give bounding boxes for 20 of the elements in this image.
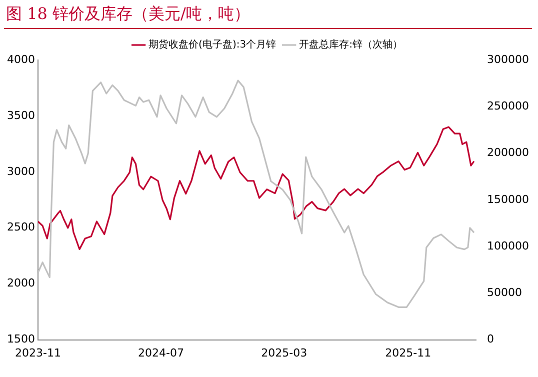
y2-tick-label: 300000 bbox=[487, 52, 530, 66]
chart-title: 图 18 锌价及库存（美元/吨，吨） bbox=[6, 4, 250, 25]
y2-tick-label: 50000 bbox=[487, 286, 522, 300]
y2-tick-label: 100000 bbox=[487, 239, 530, 252]
y-tick-label: 4000 bbox=[6, 52, 35, 66]
y-tick-label: 2500 bbox=[6, 220, 35, 234]
x-tick-label: 2025-03 bbox=[261, 346, 308, 360]
y2-tick-label: 250000 bbox=[487, 99, 530, 112]
legend-label: 期货收盘价(电子盘):3个月锌 bbox=[148, 38, 276, 51]
y-tick-label: 3000 bbox=[6, 164, 35, 178]
y2-tick-label: 0 bbox=[487, 332, 494, 346]
y-tick-label: 2000 bbox=[6, 276, 35, 290]
y-tick-label: 3500 bbox=[6, 108, 35, 122]
legend-label: 开盘总库存:锌（次轴） bbox=[299, 38, 402, 51]
y2-tick-label: 150000 bbox=[487, 192, 530, 206]
x-tick-label: 2023-11 bbox=[15, 346, 61, 360]
x-tick-label: 2025-11 bbox=[385, 346, 432, 360]
x-tick-label: 2024-07 bbox=[138, 346, 184, 360]
y2-tick-label: 200000 bbox=[487, 146, 530, 160]
y-tick-label: 1500 bbox=[6, 332, 35, 346]
